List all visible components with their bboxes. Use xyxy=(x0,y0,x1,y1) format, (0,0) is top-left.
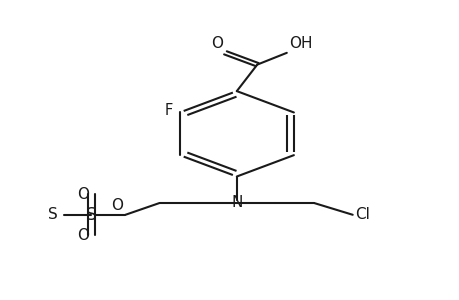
Text: F: F xyxy=(164,103,173,118)
Text: S: S xyxy=(47,207,57,222)
Text: O: O xyxy=(111,198,123,213)
Text: OH: OH xyxy=(288,36,312,51)
Text: O: O xyxy=(77,228,89,243)
Text: O: O xyxy=(77,187,89,202)
Text: Cl: Cl xyxy=(354,207,369,222)
Text: N: N xyxy=(230,196,242,211)
Text: O: O xyxy=(211,36,223,51)
Text: S: S xyxy=(86,206,97,224)
